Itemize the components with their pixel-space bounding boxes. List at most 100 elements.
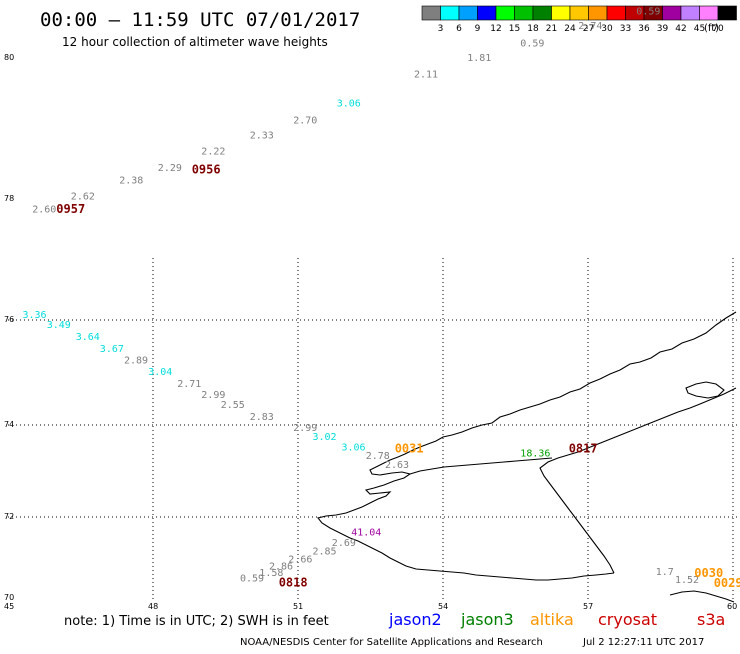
wave-height-label: 3.02: [313, 432, 337, 443]
wave-height-label: 2.66: [288, 555, 312, 566]
wave-height-label: 2.89: [124, 356, 148, 367]
wave-height-label: 2.22: [201, 147, 225, 158]
coastline-island: [669, 590, 735, 603]
legend-tick-label: 9: [475, 24, 481, 34]
coastline-main: [317, 311, 737, 581]
wave-height-label: 3.64: [76, 332, 100, 343]
legend-swatch: [680, 5, 700, 21]
wave-height-label: 2.69: [332, 538, 356, 549]
wave-height-label: 3.04: [148, 367, 172, 378]
legend-tick-label: 18: [527, 24, 539, 34]
wave-height-label: 41.04: [351, 528, 381, 539]
legend-swatch: [606, 5, 626, 21]
chart-title: 00:00 – 11:59 UTC 07/01/2017: [40, 9, 360, 31]
legend-tick-label: 39: [657, 24, 669, 34]
footer-note: note: 1) Time is in UTC; 2) SWH is in fe…: [64, 614, 329, 629]
coastline-strait: [409, 457, 553, 475]
legend-tick-label: 6: [456, 24, 462, 34]
legend-swatch: [699, 5, 719, 21]
lat-lon-grid: [8, 258, 740, 600]
lon-label: 48: [148, 602, 158, 611]
lat-label: 80: [4, 53, 14, 62]
wave-height-label: 1.81: [467, 53, 491, 64]
wave-height-label: 2.11: [414, 70, 438, 81]
lon-label: 51: [293, 602, 303, 611]
wave-height-label: 0.59: [240, 574, 264, 585]
wave-height-label: 2.74: [578, 21, 602, 32]
wave-height-label: 2.62: [71, 192, 95, 203]
legend-swatch: [458, 5, 478, 21]
wave-height-label: 1.52: [675, 575, 699, 586]
legend-tick-label: 12: [490, 24, 501, 34]
legend-swatch: [477, 5, 497, 21]
footer-credit: NOAA/NESDIS Center for Satellite Applica…: [240, 637, 543, 648]
wave-height-label: 2.99: [201, 390, 225, 401]
wave-height-label: 36.22: [694, 0, 724, 3]
legend-tick-label: 3: [438, 24, 444, 34]
legend-swatch: [569, 5, 589, 21]
lon-label: 60: [727, 602, 737, 611]
wave-height-label: 2.38: [119, 176, 143, 187]
wave-height-label: 2.63: [385, 460, 409, 471]
wave-height-label: 2.99: [293, 423, 317, 434]
wave-height-label: 2.60: [32, 204, 56, 215]
legend-tick-label: 30: [601, 24, 613, 34]
legend-tick-label: 27: [583, 24, 594, 34]
legend-swatch: [588, 5, 608, 21]
pass-time-label: 0817: [569, 442, 598, 456]
lon-label: 45: [4, 602, 14, 611]
pass-time-label: 0818: [279, 575, 308, 589]
wave-height-label: 3.67: [100, 344, 124, 355]
coastline: [317, 311, 737, 603]
wave-height-label: 0.59: [636, 6, 660, 17]
wave-height-label: 3.06: [337, 99, 361, 110]
legend-tick-label: 70: [712, 24, 724, 34]
lat-label: 78: [4, 194, 14, 203]
footer-timestamp: Jul 2 12:27:11 UTC 2017: [582, 637, 704, 648]
legend-tick-label: 15: [509, 24, 520, 34]
lon-label: 54: [438, 602, 448, 611]
legend-swatch: [440, 5, 460, 21]
pass-time-label: 0030: [694, 566, 723, 580]
wave-height-label: 3.06: [342, 442, 366, 453]
latitude-labels: 80 78 76 74 72 70: [4, 53, 14, 602]
wave-height-label: 2.85: [313, 546, 337, 557]
lon-label: 57: [583, 602, 593, 611]
satellite-jason3: jason3: [460, 610, 514, 629]
wave-height-label: 2.33: [250, 130, 274, 141]
wave-height-label: 2.29: [158, 163, 182, 174]
color-scale-legend: 3 6 9 12 15 18 21 24 27 30 33 36 39 42 45 70: [421, 5, 737, 34]
legend-swatch: [662, 5, 682, 21]
wave-height-label: 2.70: [293, 116, 317, 127]
wave-height-label: 0.59: [520, 39, 544, 50]
legend-swatch: [495, 5, 515, 21]
lat-label: 70: [4, 593, 14, 602]
legend-tick-label: 24: [564, 24, 576, 34]
longitude-labels: 45 48 51 54 57 60: [4, 602, 737, 611]
wave-height-observations: 2.60 2.62 2.38 2.29 2.22 2.33 2.70 3.06 2.11 1.81…: [23, 0, 725, 586]
legend-swatch: [717, 5, 737, 21]
legend-tick-label: 33: [620, 24, 631, 34]
wave-height-label: 2.78: [366, 451, 390, 462]
legend-tick-label: 36: [638, 24, 650, 34]
wave-height-label: 1.58: [259, 568, 283, 579]
lat-label: 76: [4, 315, 14, 324]
coastline-island-north: [685, 381, 725, 399]
satellite-cryosat: cryosat: [598, 610, 657, 629]
coastline-east: [539, 387, 737, 574]
legend-swatch: [514, 5, 534, 21]
wave-height-label: 18.36: [520, 449, 550, 460]
legend-unit: (ft): [704, 23, 719, 34]
legend-tick-label: 42: [675, 24, 686, 34]
wave-height-label: 2.86: [269, 561, 293, 572]
wave-height-label: 1.7: [656, 567, 674, 578]
legend-swatch: [532, 5, 552, 21]
wave-height-label: 3.49: [47, 320, 71, 331]
lat-label: 72: [4, 512, 14, 521]
pass-time-label: 0029: [714, 576, 740, 590]
legend-swatch: [551, 5, 571, 21]
wave-height-label: 2.83: [250, 412, 274, 423]
